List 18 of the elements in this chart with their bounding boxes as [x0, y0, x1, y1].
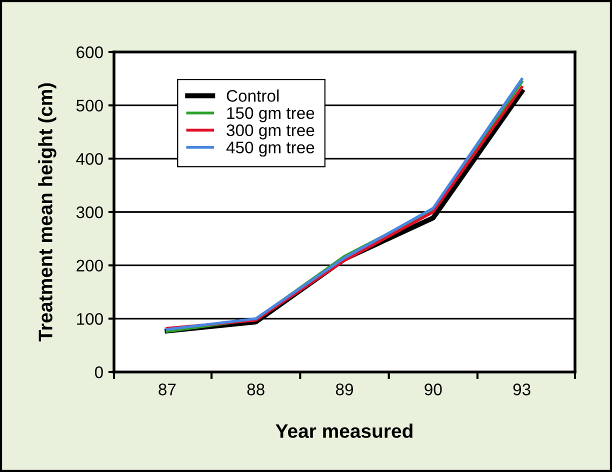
y-tick-label: 200: [76, 260, 103, 272]
x-axis-title: Year measured: [276, 424, 412, 438]
x-tick-label: 88: [247, 384, 264, 396]
y-tick-label: 500: [76, 100, 103, 112]
y-tick-label: 400: [76, 153, 103, 165]
x-tick-label: 89: [336, 384, 353, 396]
x-tick-label: 93: [513, 384, 530, 396]
y-tick-label: 100: [77, 313, 103, 325]
x-tick-label: 90: [424, 384, 442, 396]
y-tick-label: 600: [76, 46, 103, 58]
y-tick-label: 0: [94, 366, 103, 378]
y-tick-label: 300: [76, 206, 103, 218]
y-axis-title: Treatment mean height (cm): [38, 83, 56, 342]
legend-label: 450 gm tree: [226, 142, 314, 157]
legend-label: Control: [226, 90, 279, 102]
x-tick-label: 87: [158, 384, 176, 396]
legend-label: 300 gm tree: [226, 124, 314, 140]
legend-label: 150 gm tree: [227, 107, 314, 122]
